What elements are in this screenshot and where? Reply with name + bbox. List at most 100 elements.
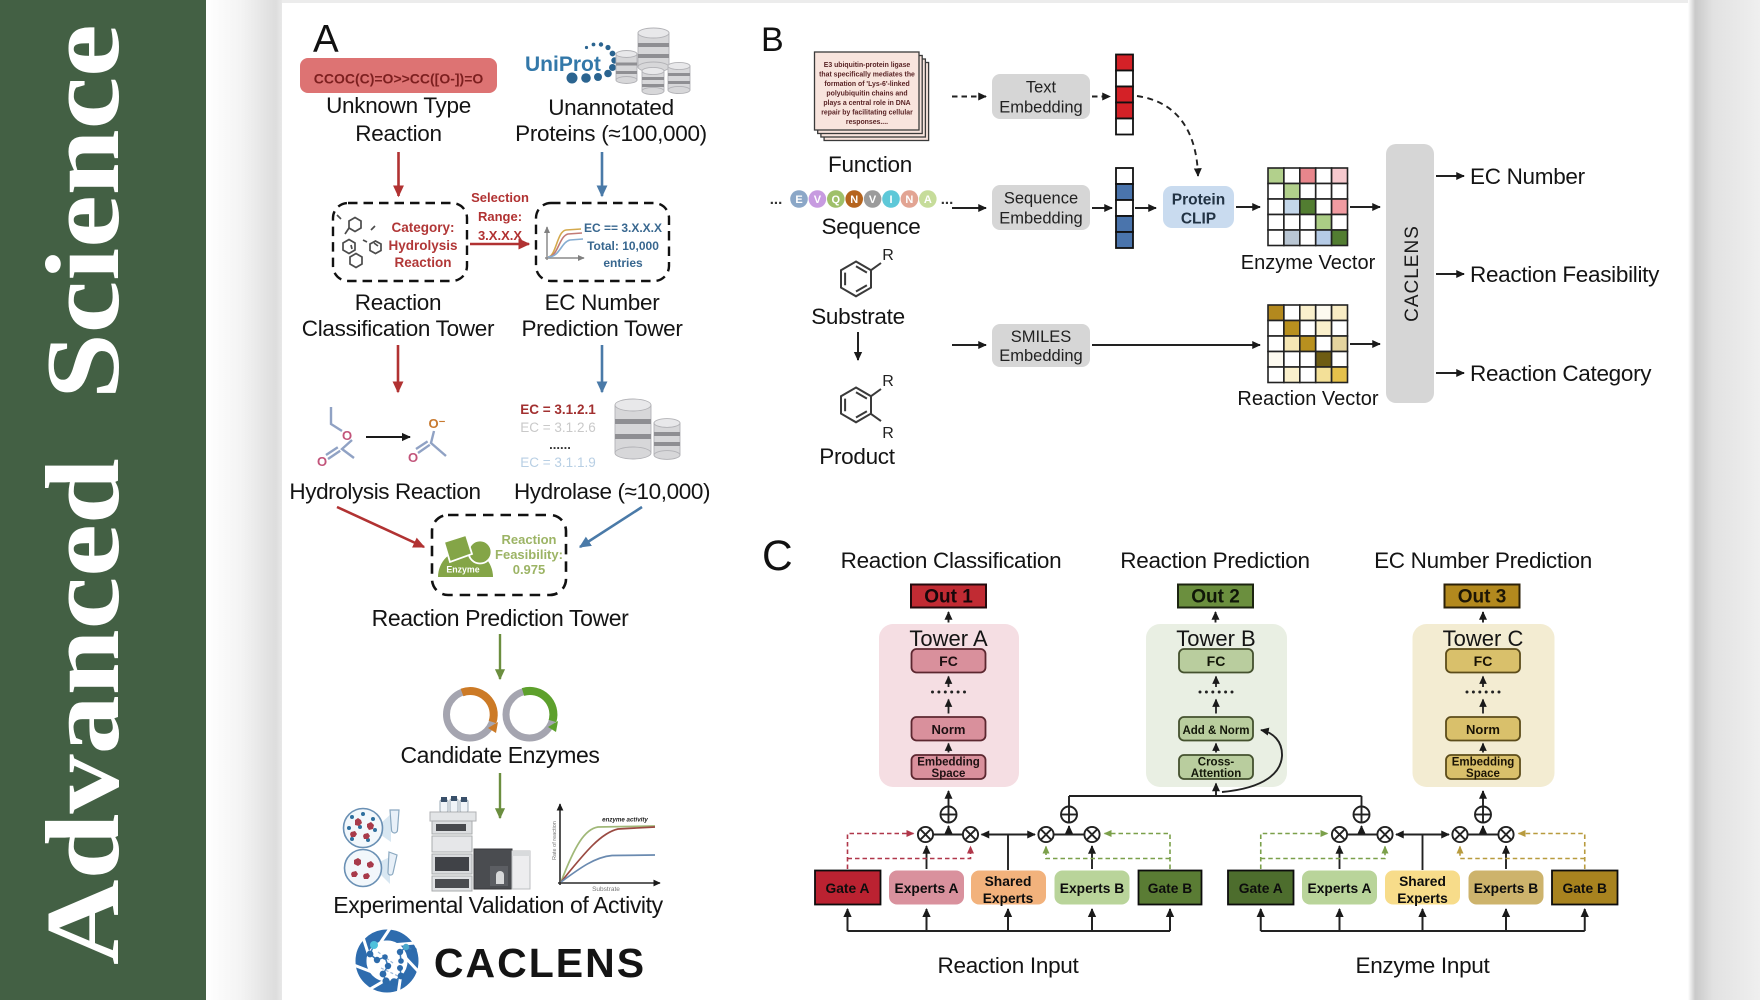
svg-text:EC == 3.X.X.X: EC == 3.X.X.X [584,221,662,235]
svg-text:Hydrolysis Reaction: Hydrolysis Reaction [289,479,480,504]
svg-text:Hydrolase (≈10,000): Hydrolase (≈10,000) [514,479,710,504]
svg-text:FC: FC [1474,653,1493,669]
svg-text:...: ... [941,191,954,208]
svg-text:Reaction: Reaction [394,255,451,270]
svg-text:Experts: Experts [1397,891,1448,906]
svg-text:Total: 10,000: Total: 10,000 [587,239,659,253]
svg-text:Gate B: Gate B [1563,881,1608,896]
svg-text:B: B [761,21,784,59]
svg-text:Add & Norm: Add & Norm [1182,725,1249,737]
svg-text:R: R [882,247,894,264]
svg-text:Text: Text [1026,79,1057,97]
svg-text:Gate A: Gate A [1239,881,1283,896]
svg-text:Candidate Enzymes: Candidate Enzymes [400,742,599,768]
svg-text:R: R [882,425,894,442]
svg-text:Experts B: Experts B [1474,881,1538,896]
svg-text:formation of 'Lys-6'-linked: formation of 'Lys-6'-linked [824,81,909,88]
svg-text:Reaction Feasibility: Reaction Feasibility [1470,262,1660,287]
svg-text:O: O [408,450,418,465]
svg-text:Out 1: Out 1 [924,587,973,608]
svg-text:EC = 3.1.2.1: EC = 3.1.2.1 [520,402,596,417]
svg-text:Embedding: Embedding [999,210,1082,228]
svg-text:CACLENS: CACLENS [434,940,646,986]
svg-text:Experts A: Experts A [1308,881,1372,896]
svg-text:EC = 3.1.2.6: EC = 3.1.2.6 [520,420,595,435]
svg-text:N: N [850,194,858,206]
svg-text:...: ... [770,191,783,208]
svg-text:Sequence: Sequence [1004,190,1078,208]
svg-text:responses....: responses.... [846,119,888,126]
svg-text:Embedding: Embedding [917,757,980,769]
svg-text:Out 2: Out 2 [1191,587,1240,608]
svg-text:entries: entries [603,256,643,270]
svg-text:that specifically mediates the: that specifically mediates the [819,72,915,79]
svg-text:FC: FC [1207,653,1226,669]
svg-text:O: O [342,428,352,443]
svg-text:Gate A: Gate A [826,881,870,896]
svg-text:Experts A: Experts A [895,881,959,896]
svg-text:E: E [795,194,802,206]
svg-text:polyubiquitin chains and: polyubiquitin chains and [826,91,907,98]
svg-text:CCOC(C)=O>>CC([O-])=O: CCOC(C)=O>>CC([O-])=O [314,71,484,87]
svg-text:EC Number Prediction: EC Number Prediction [1374,548,1592,573]
svg-text:Unannotated: Unannotated [548,95,674,120]
svg-text:Space: Space [932,768,966,780]
svg-text:Q: Q [832,194,841,206]
svg-text:EC Number: EC Number [545,290,661,315]
svg-text:A: A [313,18,339,61]
svg-text:EC = 3.1.1.9: EC = 3.1.1.9 [520,455,595,470]
svg-text:Unknown Type: Unknown Type [326,93,471,118]
svg-text:Advanced Science: Advanced Science [25,24,141,965]
svg-text:Attention: Attention [1191,768,1241,780]
svg-text:Reaction Prediction: Reaction Prediction [1120,548,1309,573]
svg-text:EC Number: EC Number [1470,164,1586,189]
svg-text:O: O [317,454,327,469]
svg-text:Norm: Norm [932,722,966,737]
svg-text:Space: Space [1466,768,1500,780]
svg-text:Proteins (≈100,000): Proteins (≈100,000) [515,121,707,146]
svg-text:3.X.X.X: 3.X.X.X [478,228,522,243]
svg-text:Reaction: Reaction [355,290,441,315]
svg-text:R: R [882,373,894,390]
svg-text:Tower B: Tower B [1176,626,1255,651]
svg-text:V: V [814,194,822,206]
svg-text:Substrate: Substrate [811,304,905,329]
svg-text:Shared: Shared [985,874,1032,889]
svg-text:Prediction Tower: Prediction Tower [521,316,683,341]
svg-text:UniProt: UniProt [525,53,601,76]
svg-text:Classification Tower: Classification Tower [302,316,495,341]
svg-text:......: ...... [549,437,571,452]
svg-text:Tower C: Tower C [1443,626,1524,651]
svg-text:Range:: Range: [478,209,522,224]
svg-text:CLIP: CLIP [1181,211,1216,228]
svg-text:Embedding: Embedding [1452,757,1515,769]
svg-text:V: V [869,194,877,206]
svg-text:Product: Product [819,444,895,469]
svg-text:Protein: Protein [1172,192,1225,209]
svg-text:I: I [889,194,892,206]
svg-text:Shared: Shared [1399,874,1446,889]
svg-text:Reaction Classification: Reaction Classification [841,548,1062,573]
svg-text:E3 ubiquitin-protein ligase: E3 ubiquitin-protein ligase [824,62,911,69]
svg-text:O⁻: O⁻ [429,416,446,431]
svg-text:Embedding: Embedding [999,347,1082,365]
svg-text:Embedding: Embedding [999,99,1082,117]
svg-text:repair by facilitating cellula: repair by facilitating cellular [821,110,913,117]
svg-text:Experimental Validation of Act: Experimental Validation of Activity [333,892,663,918]
svg-text:Out 3: Out 3 [1458,587,1507,608]
svg-text:Reaction Category: Reaction Category [1470,361,1652,386]
svg-text:plays a central role in DNA: plays a central role in DNA [823,100,910,107]
svg-text:Feasibility:: Feasibility: [495,547,563,562]
svg-text:Function: Function [828,152,912,177]
svg-text:Reaction: Reaction [355,121,441,146]
svg-text:Norm: Norm [1466,722,1500,737]
svg-text:0.975: 0.975 [513,562,546,577]
svg-text:Cross-: Cross- [1198,757,1235,769]
svg-text:Selection: Selection [471,190,529,205]
svg-text:Rate of reaction: Rate of reaction [552,821,558,860]
svg-text:CACLENS: CACLENS [1402,225,1423,322]
svg-text:Category:: Category: [391,220,454,235]
svg-text:Enzyme Input: Enzyme Input [1356,953,1491,978]
svg-text:Enzyme Vector: Enzyme Vector [1241,252,1376,274]
svg-text:A: A [924,194,932,206]
